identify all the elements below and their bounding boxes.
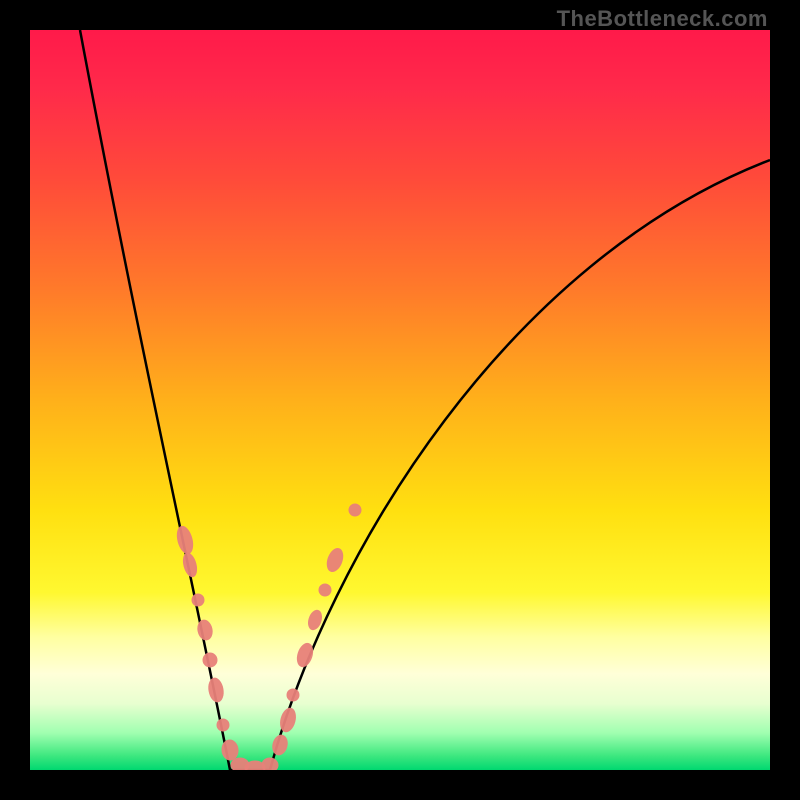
marker-point: [295, 641, 316, 668]
marker-point: [271, 734, 290, 757]
marker-point: [217, 719, 229, 731]
watermark-text: TheBottleneck.com: [557, 6, 768, 32]
plot-area: [30, 30, 770, 770]
marker-point: [324, 546, 345, 573]
marker-point: [181, 552, 199, 578]
marker-point: [203, 653, 217, 667]
marker-point: [287, 689, 299, 701]
markers-group: [175, 504, 361, 770]
marker-point: [349, 504, 361, 516]
chart-container: TheBottleneck.com: [0, 0, 800, 800]
marker-point: [207, 677, 225, 703]
v-curve-right: [270, 160, 770, 770]
marker-point: [192, 594, 204, 606]
curve-layer: [30, 30, 770, 770]
marker-point: [319, 584, 331, 596]
marker-point: [261, 757, 278, 770]
marker-point: [221, 739, 239, 760]
marker-point: [175, 525, 196, 556]
